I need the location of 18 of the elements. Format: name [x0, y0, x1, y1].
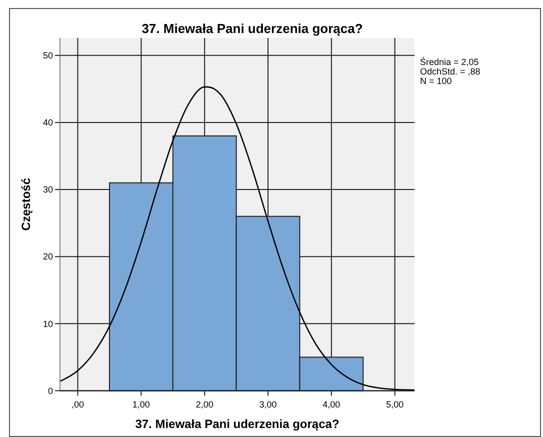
x-tick-label: 3,00 — [259, 400, 277, 410]
text: Średnia = 2,05 — [420, 56, 479, 67]
text: N = 100 — [420, 76, 452, 86]
y-tick-label: 0 — [48, 386, 53, 396]
x-tick-label: 4,00 — [322, 400, 340, 410]
x-tick-label: ,00 — [72, 400, 84, 410]
x-tick-label: 1,00 — [132, 400, 150, 410]
y-axis-title: Częstość — [19, 178, 33, 231]
x-tick-label: 5,00 — [386, 400, 404, 410]
y-tick-label: 20 — [42, 252, 53, 262]
y-tick-label: 40 — [42, 118, 53, 128]
chart-title: 37. Miewała Pani uderzenia gorąca? — [142, 21, 363, 36]
y-tick-label: 50 — [42, 50, 53, 61]
x-axis-title: 37. Miewała Pani uderzenia gorąca? — [135, 417, 340, 431]
x-tick-label: 2,00 — [196, 400, 214, 410]
y-tick-label: 10 — [42, 318, 53, 329]
y-tick-label: 30 — [42, 184, 53, 195]
text: OdchStd. = ,88 — [420, 66, 480, 76]
